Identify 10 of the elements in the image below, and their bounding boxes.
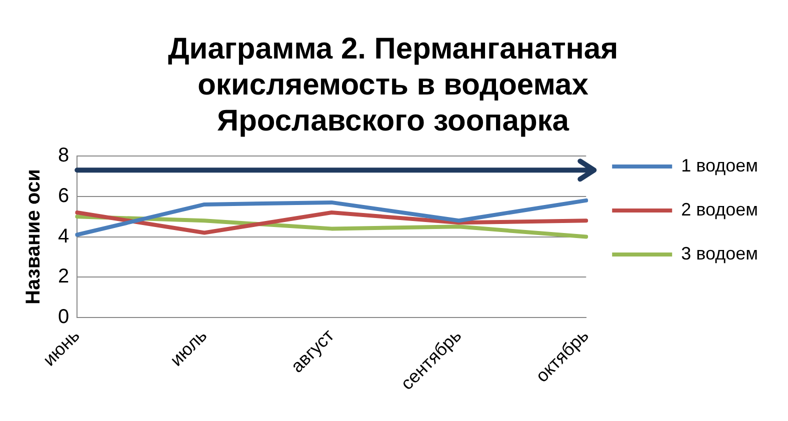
y-tick-label: 2 (58, 266, 70, 288)
y-axis-title: Название оси (22, 169, 45, 304)
legend-label: 3 водоем (681, 243, 758, 264)
legend-label: 2 водоем (681, 199, 758, 220)
y-tick-label: 8 (58, 144, 70, 167)
y-tick-label: 6 (58, 184, 70, 207)
y-tick-label: 0 (58, 306, 70, 328)
legend-label: 1 водоем (681, 155, 758, 176)
chart-title: Диаграмма 2. Перманганатная окисляемость в водоемах Ярославского зоопарка (168, 32, 618, 138)
y-tick-label: 4 (58, 225, 70, 248)
